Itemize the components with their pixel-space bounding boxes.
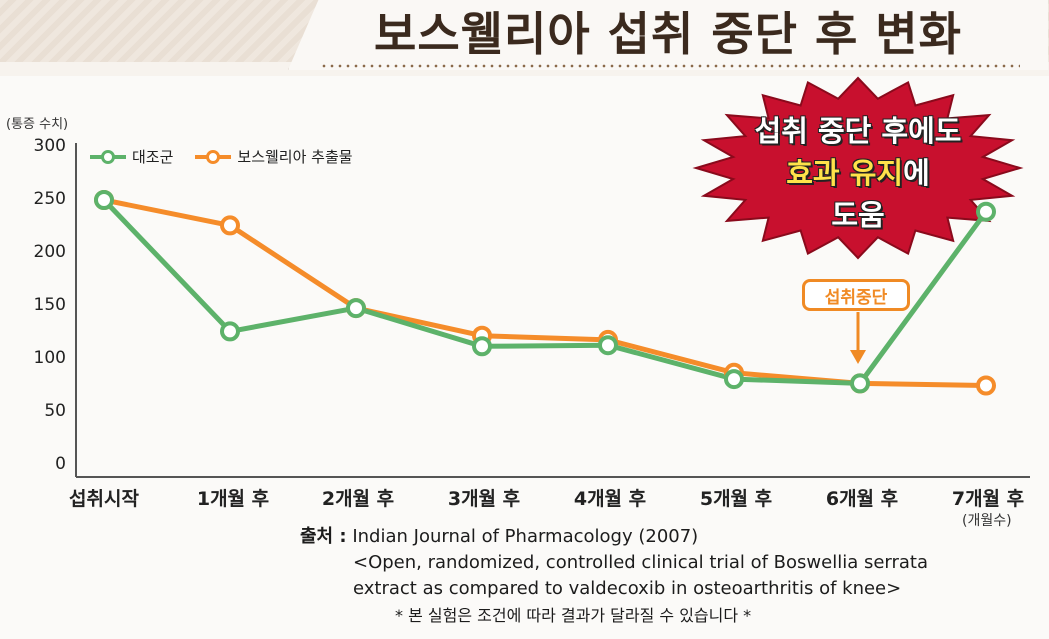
x-tick-label: 4개월 후	[573, 488, 647, 510]
data-point	[220, 215, 240, 236]
data-point	[472, 336, 492, 357]
x-tick-label: 2개월 후	[321, 488, 395, 510]
x-tick-label: 7개월 후	[951, 488, 1025, 510]
data-point	[94, 190, 114, 210]
chart-series	[94, 190, 996, 396]
y-axis-label: (통증 수치)	[6, 117, 69, 132]
source-line-1: 출처 : Indian Journal of Pharmacology (200…	[300, 524, 928, 550]
data-point	[976, 375, 996, 396]
source-line-3: extract as compared to valdecoxib in ost…	[353, 578, 902, 599]
title-underline	[320, 64, 1020, 68]
callout-starburst	[692, 76, 1024, 260]
source-label: 출처 :	[300, 526, 347, 547]
source-citation: 출처 : Indian Journal of Pharmacology (200…	[300, 524, 928, 602]
x-axis-unit: (개월수)	[962, 513, 1012, 529]
source-line-2: <Open, randomized, controlled clinical t…	[353, 552, 929, 573]
page-title: 보스웰리아 섭취 중단 후 변화	[374, 7, 962, 61]
source-journal: Indian Journal of Pharmacology (2007)	[352, 526, 699, 547]
legend-swatch-boswellia	[195, 149, 232, 164]
series-line	[102, 198, 989, 386]
y-tick-label: 100	[33, 348, 66, 368]
callout-line-3: 도움	[831, 198, 885, 232]
chart-legend: 대조군 보스웰리아 추출물	[88, 146, 367, 167]
data-point	[976, 201, 996, 222]
callout-text: 섭취 중단 후에도 효과 유지에 도움	[700, 110, 1016, 236]
callout-highlight: 효과 유지	[786, 156, 904, 190]
legend-item-control: 대조군	[88, 146, 173, 167]
legend-item-boswellia: 보스웰리아 추출물	[193, 146, 353, 167]
x-tick-label: 섭취시작	[69, 488, 139, 510]
stop-arrow	[850, 312, 866, 364]
legend-swatch-control	[90, 149, 126, 164]
title-banner	[288, 0, 1048, 70]
y-tick-label: 200	[33, 242, 66, 262]
callout-line-2-rest: 에	[903, 156, 930, 190]
stop-arrow-head	[850, 350, 866, 364]
data-point	[598, 335, 618, 356]
callout-line-2: 효과 유지에	[700, 152, 1016, 194]
legend-label-control: 대조군	[132, 148, 174, 166]
y-tick-label: 150	[33, 295, 66, 315]
data-point	[220, 321, 240, 342]
data-point	[724, 369, 744, 390]
y-tick-label: 50	[44, 401, 66, 421]
x-tick-label: 6개월 후	[825, 488, 899, 510]
legend-label-boswellia: 보스웰리아 추출물	[237, 148, 353, 166]
chart-axes	[75, 143, 1030, 478]
y-tick-label: 250	[33, 189, 66, 209]
data-point	[346, 298, 366, 319]
callout-burst	[692, 76, 1024, 260]
disclaimer-note: * 본 실험은 조건에 따라 결과가 달라질 수 있습니다 *	[395, 606, 752, 625]
stop-marker-label: 섭취중단	[802, 279, 910, 311]
x-tick-label: 1개월 후	[196, 488, 270, 510]
data-point	[850, 373, 870, 394]
y-tick-label: 300	[33, 136, 66, 156]
x-tick-label: 3개월 후	[447, 488, 521, 510]
x-tick-label: 5개월 후	[699, 488, 773, 510]
callout-line-1: 섭취 중단 후에도	[754, 114, 962, 148]
y-tick-label: 0	[55, 454, 66, 474]
